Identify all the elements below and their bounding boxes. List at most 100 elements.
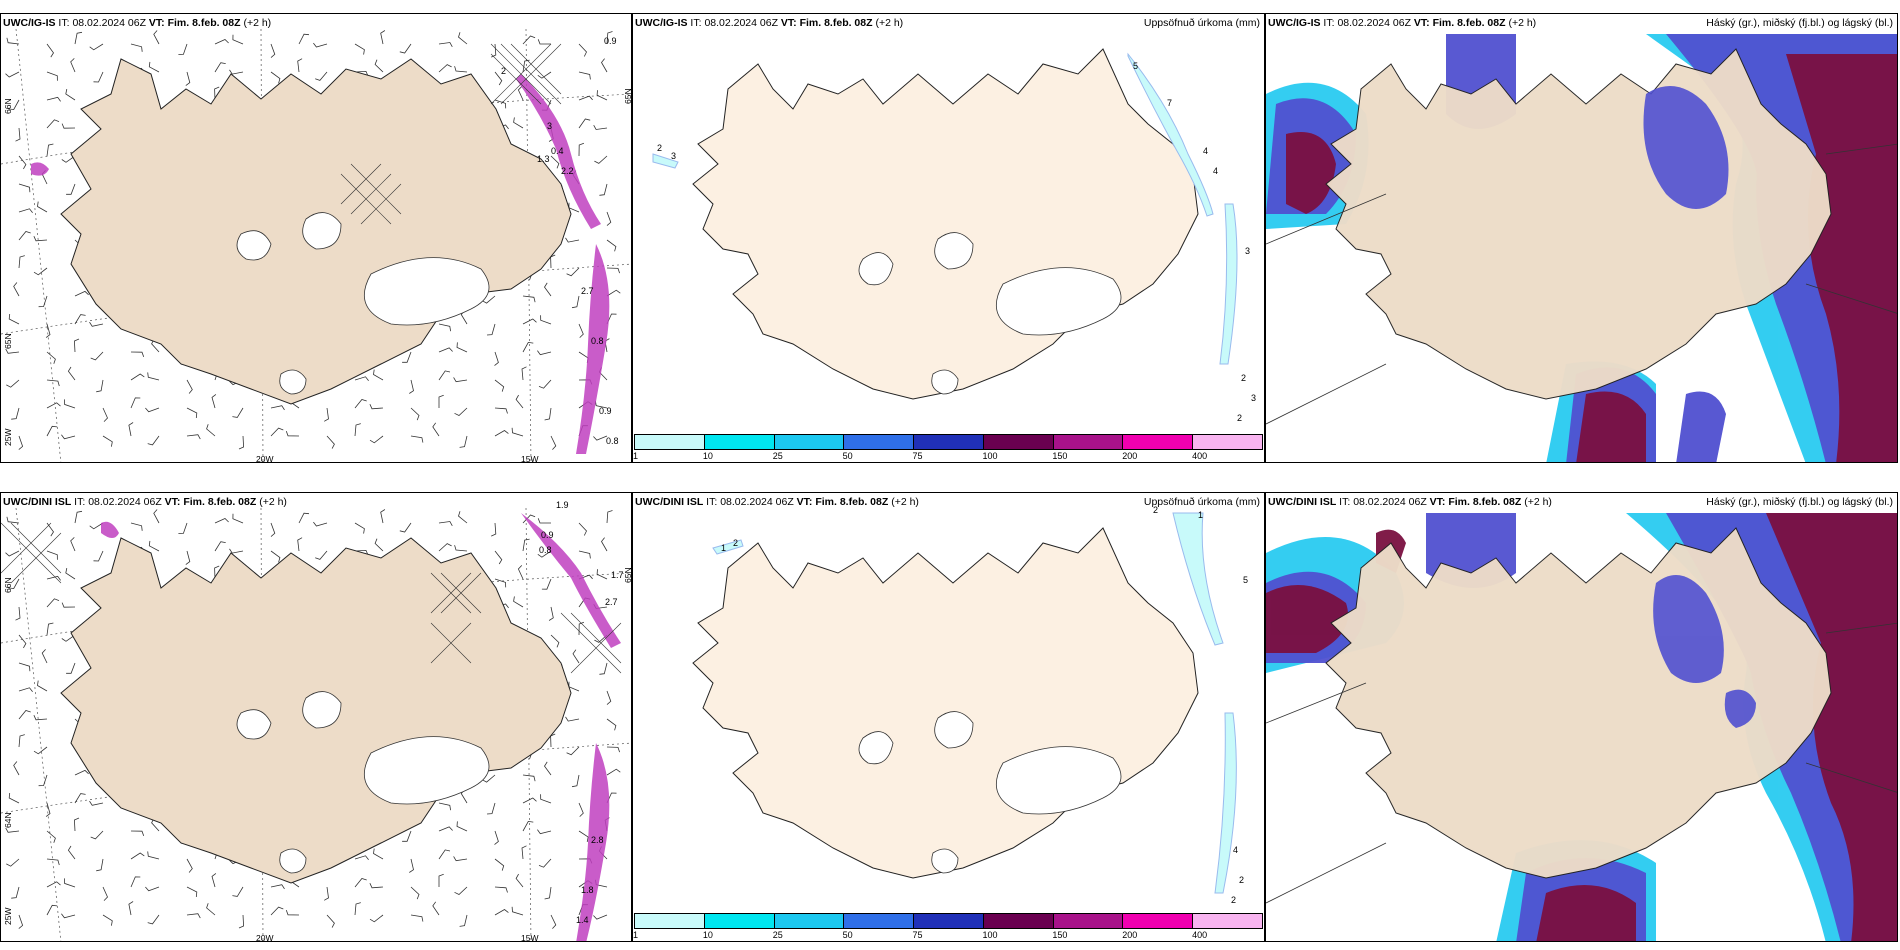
wind-barb [270, 427, 284, 437]
wind-barb [315, 550, 328, 560]
contour-label: 0.9 [599, 406, 612, 416]
colorbar-tick-label: 1 [633, 930, 639, 940]
wind-barb [432, 422, 440, 437]
precip-field [31, 74, 610, 454]
wind-barb [522, 774, 536, 782]
wind-barb [369, 914, 384, 923]
wind-barb [594, 634, 608, 643]
colorbar-cell [1123, 914, 1194, 928]
contour-label: 4 [1203, 146, 1208, 156]
wind-barb [458, 32, 468, 45]
wind-barb [8, 313, 20, 325]
wind-barb [8, 792, 20, 804]
wind-barb [130, 830, 145, 837]
wind-barb [178, 43, 188, 55]
wind-barb [459, 914, 468, 927]
wind-barb [89, 43, 104, 51]
wind-barb [18, 208, 33, 213]
colorbar-cell [704, 914, 775, 928]
contour-label: 1.9 [556, 500, 569, 510]
wind-barb [522, 538, 530, 552]
wind-barb [18, 687, 33, 692]
wind-map-dini: 1.9 0.9 0.8 1.7 2.7 2.8 1.8 1.4 [1, 500, 631, 941]
wind-barb [354, 855, 369, 860]
wind-barb [601, 58, 608, 73]
field-labels: 1.9 0.9 0.8 1.7 2.7 2.8 1.8 1.4 [539, 500, 624, 925]
colorbar-cell [774, 914, 845, 928]
wind-barb [550, 634, 560, 648]
wind-barb [46, 119, 60, 129]
wind-barb [93, 550, 104, 562]
wind-barb [517, 86, 524, 101]
panel-title: UWC/IG-IS IT: 08.02.2024 06Z VT: Fim. 8.… [635, 17, 904, 29]
wind-barb [33, 267, 48, 276]
wind-barb [232, 886, 244, 897]
wind-barb [522, 35, 536, 45]
wind-barb [482, 774, 496, 783]
wind-barb [354, 423, 361, 437]
cloud-map-panel-dini: UWC/DINI ISL IT: 08.02.2024 06Z VT: Fim.… [1265, 492, 1898, 942]
wind-barb [606, 718, 617, 731]
wind-barb [373, 369, 384, 381]
wind-barb [102, 886, 108, 901]
wind-barb [438, 802, 451, 811]
wind-barb [214, 565, 220, 580]
wind-barb [454, 407, 468, 416]
lat-label-65n: 65N [3, 333, 13, 349]
wind-barb [46, 881, 61, 888]
contour-label: 2 [657, 143, 662, 153]
contour-label: 1.8 [581, 885, 594, 895]
wind-barb [185, 550, 191, 565]
wind-barb [438, 347, 453, 353]
contour-label: 2.8 [591, 835, 604, 845]
wind-barb [45, 802, 51, 817]
wind-barb [298, 512, 310, 524]
field-labels: 0.9 2 3 0.4 2.2 1.3 2.7 0.8 0.9 0.8 [501, 36, 619, 446]
wind-barb [606, 31, 613, 45]
wind-barb [354, 549, 369, 556]
wind-barb [130, 852, 145, 860]
wind-barb [548, 606, 554, 621]
contour-label: 1.4 [576, 915, 589, 925]
wind-barb [515, 394, 524, 409]
glaciers [858, 232, 1122, 395]
wind-barb [494, 71, 503, 86]
wind-barb [454, 886, 468, 895]
wind-barb [402, 351, 412, 363]
cloud-map-dini [1266, 513, 1897, 941]
wind-barb [313, 521, 328, 527]
wind-barb [482, 295, 496, 304]
wind-barb [399, 43, 412, 54]
wind-barb [232, 407, 244, 418]
wind-barb [18, 155, 27, 170]
colorbar-tick-label: 400 [1192, 930, 1208, 940]
wind-barb [606, 768, 621, 776]
contour-label: 2 [1241, 373, 1246, 383]
wind-barb [494, 550, 503, 565]
contour-label: 1 [721, 543, 726, 553]
wind-barb [214, 86, 220, 101]
colorbar-cell [1193, 435, 1263, 449]
wind-barb [578, 95, 593, 101]
lon-label-15w: 15W [521, 454, 539, 463]
wind-barb [46, 402, 61, 409]
wind-barb [128, 422, 134, 437]
wind-barb [453, 856, 468, 862]
wind-barb [578, 142, 585, 157]
panel-title: UWC/DINI ISL IT: 08.02.2024 06Z VT: Fim.… [3, 496, 287, 508]
wind-barb [438, 521, 453, 526]
wind-barb [578, 550, 591, 559]
wind-barb [61, 434, 76, 440]
wind-barb [18, 435, 24, 450]
wind-barb [214, 518, 229, 524]
iceland-landmass [1325, 48, 1832, 400]
wind-barb [550, 435, 557, 450]
contour-label: 1.3 [537, 154, 550, 164]
iceland-landmass [692, 48, 1199, 400]
wind-barb [438, 323, 451, 332]
boundary-lines [1266, 622, 1897, 904]
wind-barb [354, 376, 369, 381]
contour-label: 4 [1233, 845, 1238, 855]
wind-barb [606, 289, 621, 297]
wind-barb [566, 746, 580, 756]
